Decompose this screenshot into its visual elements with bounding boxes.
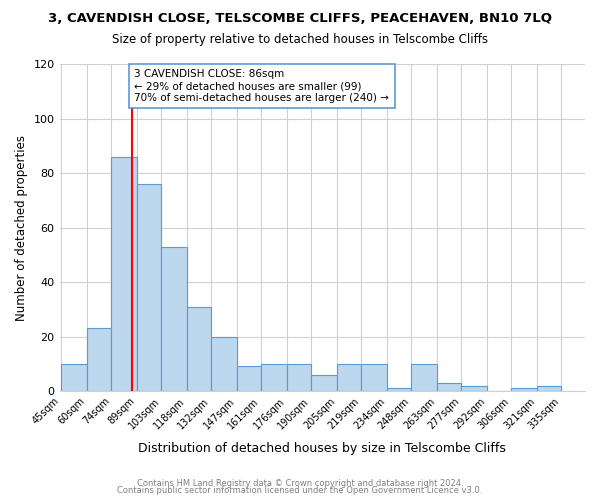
Bar xyxy=(187,306,211,391)
Bar xyxy=(311,374,337,391)
X-axis label: Distribution of detached houses by size in Telscombe Cliffs: Distribution of detached houses by size … xyxy=(139,442,506,455)
Text: Contains public sector information licensed under the Open Government Licence v3: Contains public sector information licen… xyxy=(118,486,482,495)
Bar xyxy=(137,184,161,391)
Bar xyxy=(337,364,361,391)
Bar xyxy=(411,364,437,391)
Bar xyxy=(287,364,311,391)
Text: Contains HM Land Registry data © Crown copyright and database right 2024.: Contains HM Land Registry data © Crown c… xyxy=(137,478,463,488)
Text: 3, CAVENDISH CLOSE, TELSCOMBE CLIFFS, PEACEHAVEN, BN10 7LQ: 3, CAVENDISH CLOSE, TELSCOMBE CLIFFS, PE… xyxy=(48,12,552,26)
Bar xyxy=(537,386,561,391)
Bar xyxy=(111,156,137,391)
Bar xyxy=(461,386,487,391)
Bar xyxy=(211,336,237,391)
Bar xyxy=(361,364,387,391)
Bar xyxy=(61,364,87,391)
Bar xyxy=(87,328,111,391)
Bar xyxy=(161,246,187,391)
Bar xyxy=(511,388,537,391)
Bar xyxy=(437,383,461,391)
Bar xyxy=(237,366,261,391)
Y-axis label: Number of detached properties: Number of detached properties xyxy=(15,134,28,320)
Text: 3 CAVENDISH CLOSE: 86sqm
← 29% of detached houses are smaller (99)
70% of semi-d: 3 CAVENDISH CLOSE: 86sqm ← 29% of detach… xyxy=(134,70,389,102)
Text: Size of property relative to detached houses in Telscombe Cliffs: Size of property relative to detached ho… xyxy=(112,32,488,46)
Bar xyxy=(261,364,287,391)
Bar xyxy=(387,388,411,391)
